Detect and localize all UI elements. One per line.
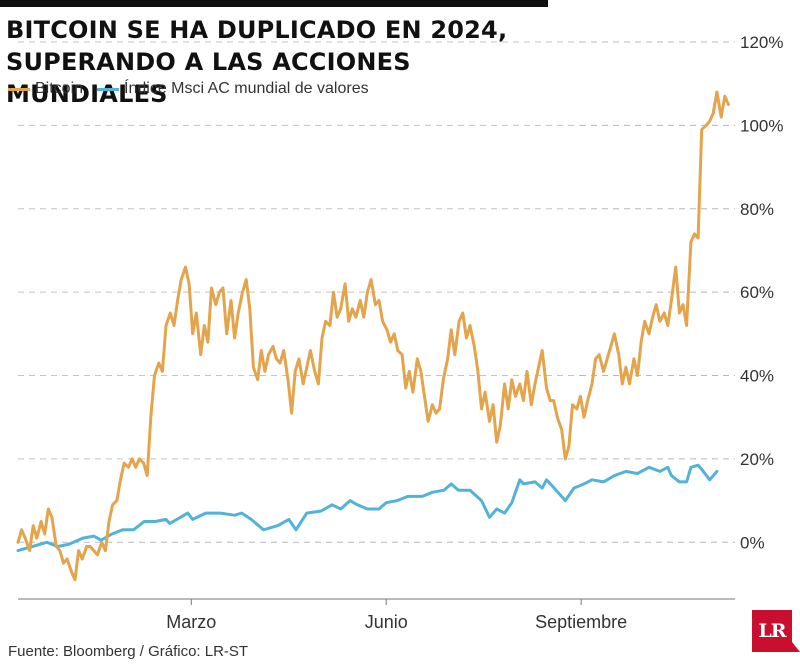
y-tick-label: 0% — [740, 533, 765, 552]
legend-swatch-msci — [97, 87, 120, 91]
gridlines — [18, 41, 735, 543]
chart-title: BITCOIN SE HA DUPLICADO EN 2024, SUPERAN… — [6, 14, 566, 110]
y-tick-label: 20% — [740, 450, 774, 469]
legend-swatch-bitcoin — [8, 87, 30, 91]
y-tick-label: 80% — [740, 200, 774, 219]
tick-labels: 0% 20% 40% 60% 80% 100% 120% Marzo Junio Septiemb… — [166, 33, 783, 632]
source-note: Fuente: Bloomberg / Gráfico: LR-ST — [8, 643, 249, 660]
chart-legend: Bitcoin Índice Msci AC mundial de valore… — [8, 78, 383, 100]
legend-item-bitcoin: Bitcoin — [8, 80, 83, 98]
x-tick-label: Marzo — [166, 612, 216, 632]
chart-title-line-2: SUPERANDO A LAS ACCIONES MUNDIALES — [6, 48, 411, 108]
y-tick-label: 40% — [740, 367, 774, 386]
lr-logo: LR — [752, 610, 800, 652]
series-lines — [16, 90, 730, 582]
axes — [18, 598, 735, 605]
x-tick-label: Junio — [365, 612, 408, 632]
series-line-msci — [16, 463, 719, 553]
chart-title-line-1: BITCOIN SE HA DUPLICADO EN 2024, — [6, 16, 508, 44]
legend-label-msci: Índice Msci AC mundial de valores — [124, 80, 369, 97]
y-tick-label: 60% — [740, 283, 774, 302]
legend-label-bitcoin: Bitcoin — [35, 80, 84, 97]
y-tick-label: 120% — [740, 33, 783, 52]
legend-item-msci: Índice Msci AC mundial de valores — [97, 80, 369, 98]
title-accent-bar — [0, 0, 548, 7]
series-line-bitcoin — [16, 90, 730, 582]
x-tick-label: Septiembre — [535, 612, 627, 632]
y-tick-label: 100% — [740, 116, 783, 135]
